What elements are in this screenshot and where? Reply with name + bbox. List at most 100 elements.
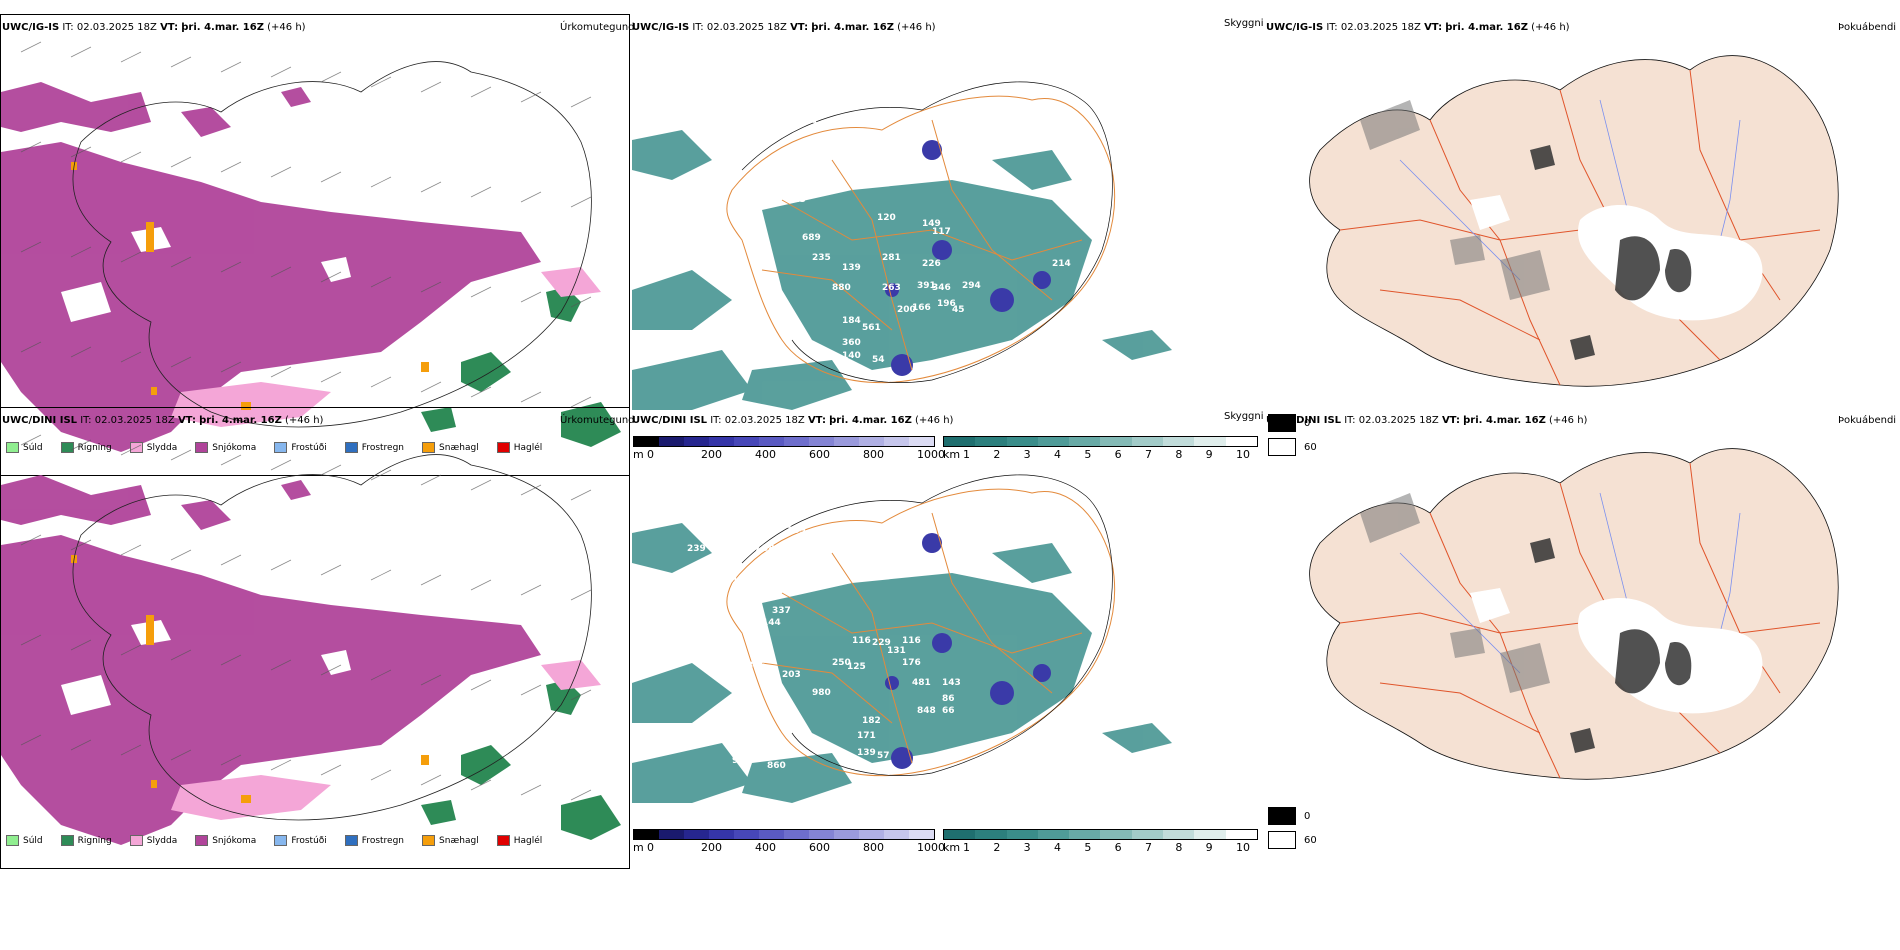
legend-label: Súld [23,835,43,846]
vis-title: Skyggni [1224,18,1264,29]
visibility-tick-label: 3 [1023,448,1031,461]
elevation-colorbar-step [859,437,884,446]
elevation-colorbar-step [834,437,859,446]
elevation-ticks: m 0 200 400 600 800 1000 [633,448,945,462]
visibility-value-label: 848 [917,706,936,716]
elevation-colorbar-step [734,437,759,446]
legend-swatch [60,442,74,453]
fog-key-light-swatch [1268,831,1296,849]
legend-item: Snjókoma [195,442,256,453]
precip-type-panel [0,14,630,476]
fog-key-dark-swatch [1268,414,1296,432]
elevation-unit: m [633,448,644,461]
elevation-tick-label: 1000 [917,448,945,461]
legend-swatch [344,835,358,846]
visibility-value-label: 200 [897,305,916,315]
visibility-colorbar-step [1069,437,1101,446]
visibility-colorbar-step [1131,437,1164,446]
visibility-tick-label: 7 [1145,841,1152,854]
elevation-tick-label: 0 [647,841,654,854]
elevation-colorbar-step [709,830,734,839]
visibility-value-label: 140 [842,351,861,361]
visibility-value-label: 214 [1052,259,1071,269]
visibility-value-label: 139 [842,263,861,273]
elevation-colorbar-step [759,437,784,446]
visibility-value-label: 413 [787,195,806,205]
visibility-colorbar-step [1100,437,1132,446]
visibility-value-label: 166 [912,303,931,313]
visibility-value-label: 54 [872,355,885,365]
legend-item: Súld [6,442,43,453]
legend-swatch [195,835,209,846]
visibility-value-label: 120 [877,213,896,223]
precip-header: UWC/DINI ISL IT: 02.03.2025 18Z VT: þri.… [2,415,324,426]
legend-item: Slydda [129,835,178,846]
elevation-colorbar-step [684,437,709,446]
visibility-value-label: 139 [857,748,876,758]
visibility-tick-label: 5 [1084,841,1092,854]
fog-key-dark-swatch [1268,807,1296,825]
legend-swatch [274,835,288,846]
visibility-value-label: 128 [732,576,751,586]
fog-title: Þokuábendi [1838,22,1897,33]
forecast-row-2: UWC/DINI ISL IT: 02.03.2025 18Z VT: þri.… [0,393,1900,873]
elevation-tick-label: 800 [863,841,884,854]
elevation-tick-label: 600 [809,841,830,854]
visibility-value-label: 980 [812,688,831,698]
visibility-tick-label: 1 [963,841,970,854]
visibility-colorbar-step [1194,830,1226,839]
elevation-colorbar-step [709,437,734,446]
visibility-value-label: 384 [762,544,781,554]
elevation-colorbar-step [809,437,834,446]
visibility-tick-label: 10 [1236,448,1250,461]
visibility-tick-label: 5 [1084,448,1092,461]
elevation-colorbar-step [809,830,834,839]
legend-swatch [6,442,19,453]
elevation-tick-label: 200 [701,448,722,461]
visibility-unit: km [943,448,961,461]
visibility-value-label: 337 [772,606,791,616]
visibility-value-label: 226 [922,259,941,269]
elevation-colorbar-step [634,830,659,839]
legend-item: Frostúði [274,442,327,453]
visibility-colorbar [943,436,1258,447]
visibility-colorbar-step [1194,437,1226,446]
visibility-colorbar-step [1037,437,1070,446]
elevation-colorbar-step [784,830,809,839]
visibility-value-label: 117 [932,227,951,237]
visibility-value-label: 235 [812,253,831,263]
visibility-value-label: 346 [932,283,951,293]
elevation-tick-label: 0 [647,448,654,461]
legend-swatch [274,442,288,453]
visibility-colorbar-step [1006,437,1038,446]
legend-label: Haglél [513,835,543,846]
legend-label: Frostúði [291,835,327,846]
forecast-row-1: UWC/IG-IS IT: 02.03.2025 18Z VT: þri. 4.… [0,14,1897,476]
legend-item: Haglél [496,442,542,453]
visibility-value-label: 186 [722,526,741,536]
legend-swatch [344,442,358,453]
legend-item: Frostúði [274,835,327,846]
visibility-value-label: 405 [747,526,766,536]
elevation-colorbar-step [634,437,659,446]
visibility-colorbar-step [975,830,1007,839]
fog-map [1309,55,1839,387]
legend-label: Slydda [146,835,178,846]
visibility-tick-label: 10 [1236,841,1250,854]
visibility-value-label: 360 [842,338,861,348]
visibility-value-label: 116 [902,636,921,646]
legend-label: Frostregn [361,835,405,846]
legend-label: Snjókoma [212,442,257,453]
elevation-unit: m [633,841,644,854]
elevation-colorbar-step [759,830,784,839]
visibility-value-label: 258 [692,526,711,536]
elevation-colorbar-step [859,830,884,839]
precip-type-panel [0,407,630,869]
visibility-value-label: 481 [912,678,931,688]
elevation-ticks: m 0 200 400 600 800 1000 [633,841,945,855]
legend-item: Haglél [496,835,543,846]
visibility-tick-label: 8 [1175,448,1183,461]
elevation-colorbar-step [909,437,934,446]
legend-item: Rigning [60,442,112,453]
elevation-colorbar-step [734,830,759,839]
